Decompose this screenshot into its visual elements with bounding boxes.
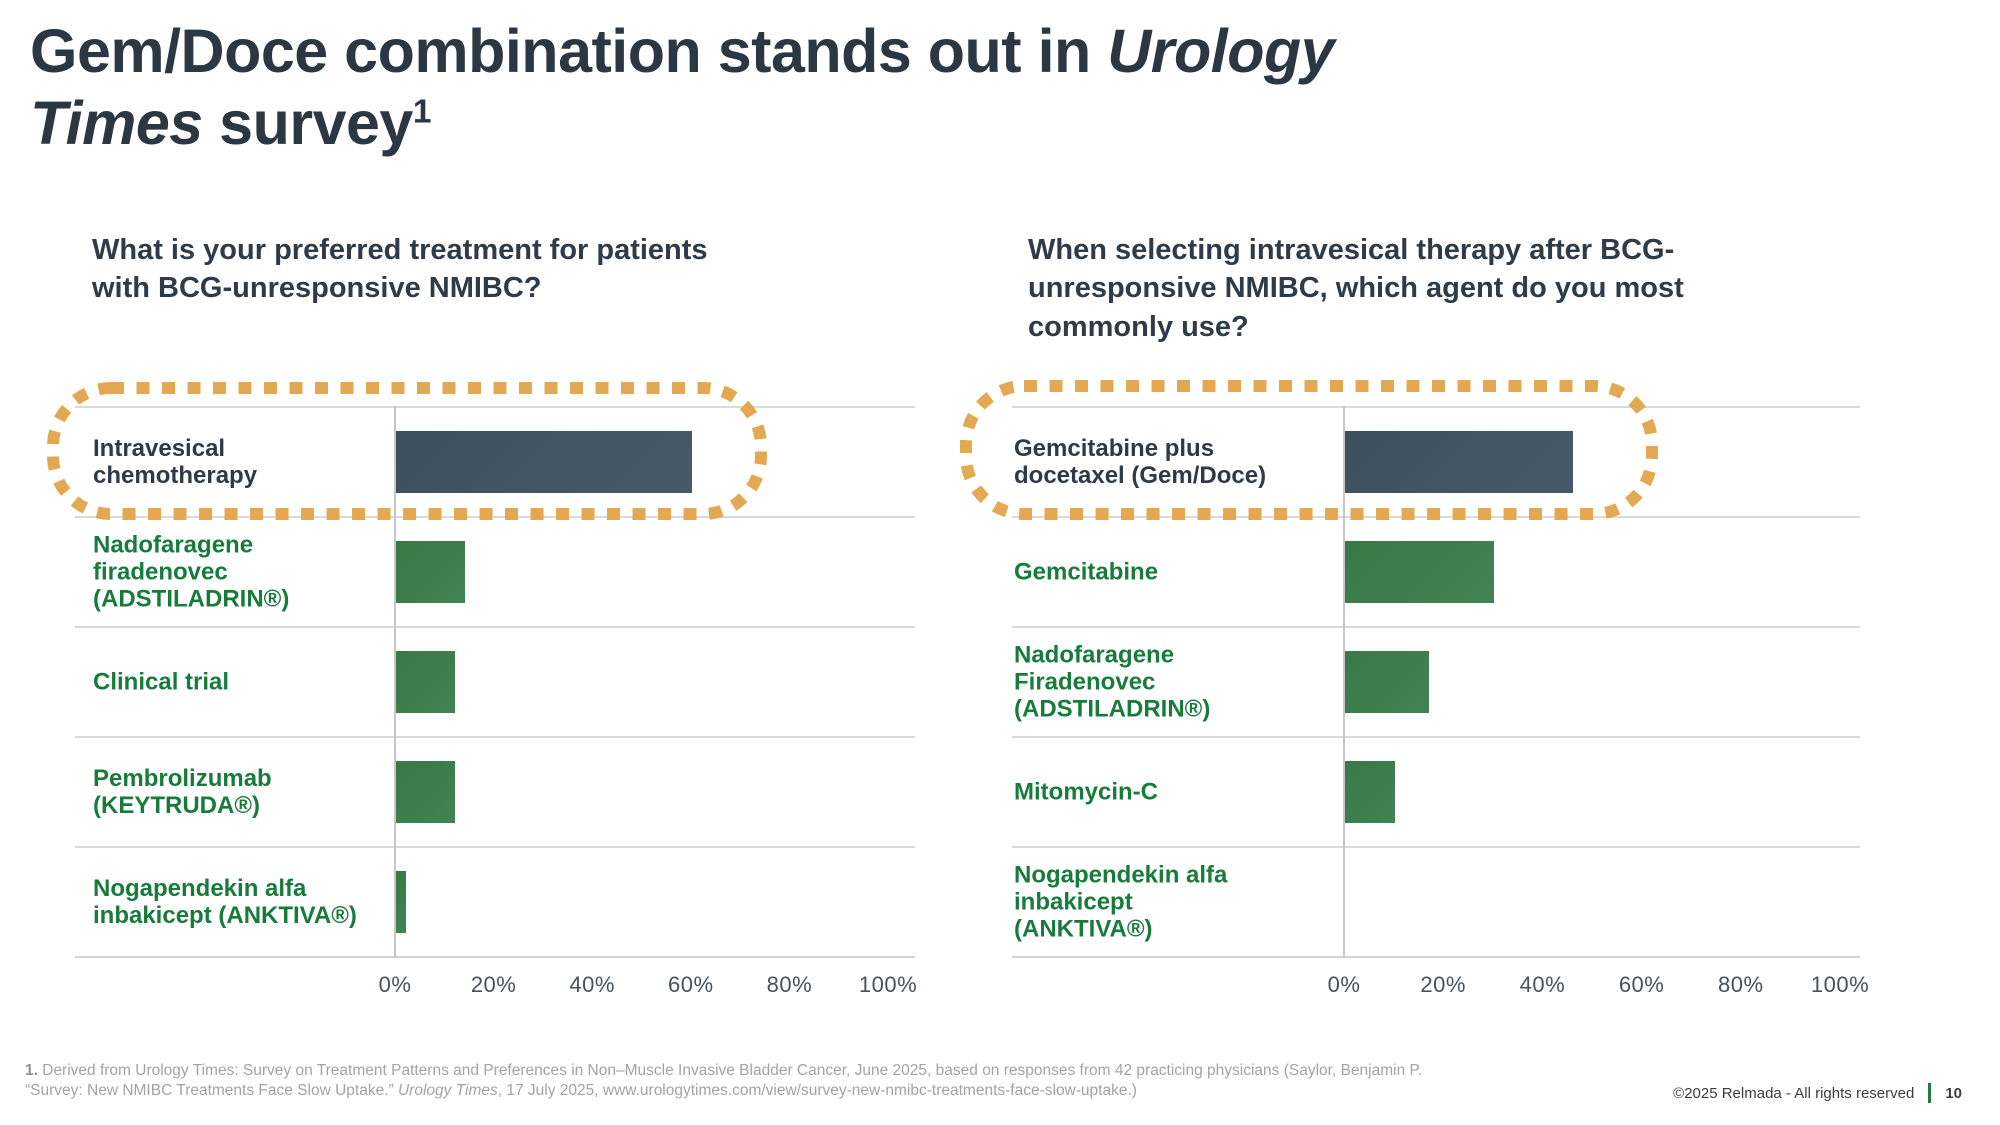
x-axis-tick-label: 40%	[569, 972, 615, 997]
x-axis-ticks: 0% 20% 40% 60% 80% 100%	[1328, 972, 1869, 1008]
title-text-2: survey	[202, 88, 413, 157]
x-axis-tick-label: 60%	[1618, 972, 1665, 997]
bar	[1345, 431, 1573, 493]
chart-row: Pembrolizumab (KEYTRUDA®)	[75, 736, 915, 846]
page-title: Gem/Doce combination stands out in Urolo…	[30, 16, 1860, 160]
right-chart-question: When selecting intravesical therapy afte…	[1028, 234, 1684, 343]
bar	[396, 651, 455, 713]
x-axis-tick-label: 20%	[1420, 972, 1466, 997]
page-number: 10	[1945, 1084, 1962, 1102]
chart-row: Nadofaragene Firadenovec (ADSTILADRIN®)	[1012, 626, 1860, 736]
bar	[396, 431, 692, 493]
copyright-text: ©2025 Relmada - All rights reserved	[1673, 1084, 1915, 1102]
left-chart-question: What is your preferred treatment for pat…	[92, 234, 708, 305]
bar	[1345, 761, 1395, 823]
category-label: Intravesical chemotherapy	[93, 435, 258, 489]
bar	[1345, 651, 1429, 713]
x-axis-tick-label: 0%	[378, 972, 412, 997]
title-italic-times: Times	[30, 88, 203, 157]
footnote: 1. Derived from Urology Times: Survey on…	[25, 1061, 1705, 1101]
x-axis-tick-label: 80%	[1718, 972, 1764, 997]
category-label: Nogapendekin alfa inbakicept (ANKTIVA®)	[93, 875, 357, 929]
category-label: Gemcitabine	[1014, 558, 1159, 586]
category-label: Gemcitabine plus docetaxel (Gem/Doce)	[1014, 435, 1267, 489]
category-label: Clinical trial	[93, 668, 230, 696]
chart-rows: Gemcitabine plus docetaxel (Gem/Doce) Gem…	[1012, 406, 1860, 958]
chart-row: Nogapendekin alfa inbakicept (ANKTIVA®)	[1012, 846, 1860, 956]
title-italic-urology: Urology	[1107, 17, 1335, 85]
x-axis-tick-label: 40%	[1519, 972, 1566, 997]
chart-row: Nadofaragene firadenovec (ADSTILADRIN®)	[75, 516, 915, 626]
right-bar-chart: Gemcitabine plus docetaxel (Gem/Doce) Gem…	[1012, 406, 1869, 997]
left-bar-chart: Intravesical chemotherapy Nadofaragene fi…	[75, 406, 917, 997]
chart-rows: Intravesical chemotherapy Nadofaragene fi…	[75, 406, 915, 958]
chart-row: Mitomycin-C	[1012, 736, 1860, 846]
bar	[396, 871, 406, 933]
chart-row: Gemcitabine plus docetaxel (Gem/Doce)	[1012, 406, 1860, 516]
chart-row: Gemcitabine	[1012, 516, 1860, 626]
category-label: Nogapendekin alfa inbakicept (ANKTIVA®)	[1014, 861, 1228, 943]
x-axis-tick-label: 60%	[668, 972, 714, 997]
category-label: Nadofaragene firadenovec (ADSTILADRIN®)	[93, 531, 290, 613]
footer: ©2025 Relmada - All rights reserved 10	[1673, 1083, 1962, 1103]
category-label: Nadofaragene Firadenovec (ADSTILADRIN®)	[1014, 641, 1211, 723]
x-axis-zero-line	[394, 406, 396, 958]
title-footnote-marker: 1	[412, 93, 432, 131]
x-axis-zero-line	[1343, 406, 1345, 958]
bar	[396, 761, 455, 823]
bar	[1345, 541, 1494, 603]
category-label: Pembrolizumab (KEYTRUDA®)	[93, 765, 272, 819]
x-axis-tick-label: 20%	[470, 972, 517, 997]
x-axis-ticks: 0% 20% 40% 60% 80% 100%	[379, 972, 917, 1008]
category-label: Mitomycin-C	[1014, 778, 1158, 806]
footnote-line-1: 1. Derived from Urology Times: Survey on…	[25, 1062, 1423, 1079]
x-axis-tick-label: 100%	[858, 972, 918, 997]
title-text: Gem/Doce combination stands out in	[30, 17, 1108, 85]
chart-row: Nogapendekin alfa inbakicept (ANKTIVA®)	[75, 846, 915, 956]
chart-row: Intravesical chemotherapy	[75, 406, 915, 516]
bar	[396, 541, 465, 603]
footer-divider	[1928, 1083, 1932, 1103]
footnote-line-2: “Survey: New NMIBC Treatments Face Slow …	[25, 1081, 1137, 1099]
x-axis-tick-label: 80%	[766, 972, 813, 997]
chart-row: Clinical trial	[75, 626, 915, 736]
x-axis-tick-label: 100%	[1810, 972, 1870, 997]
x-axis-tick-label: 0%	[1327, 972, 1361, 997]
footnote-marker: 1.	[25, 1062, 38, 1079]
